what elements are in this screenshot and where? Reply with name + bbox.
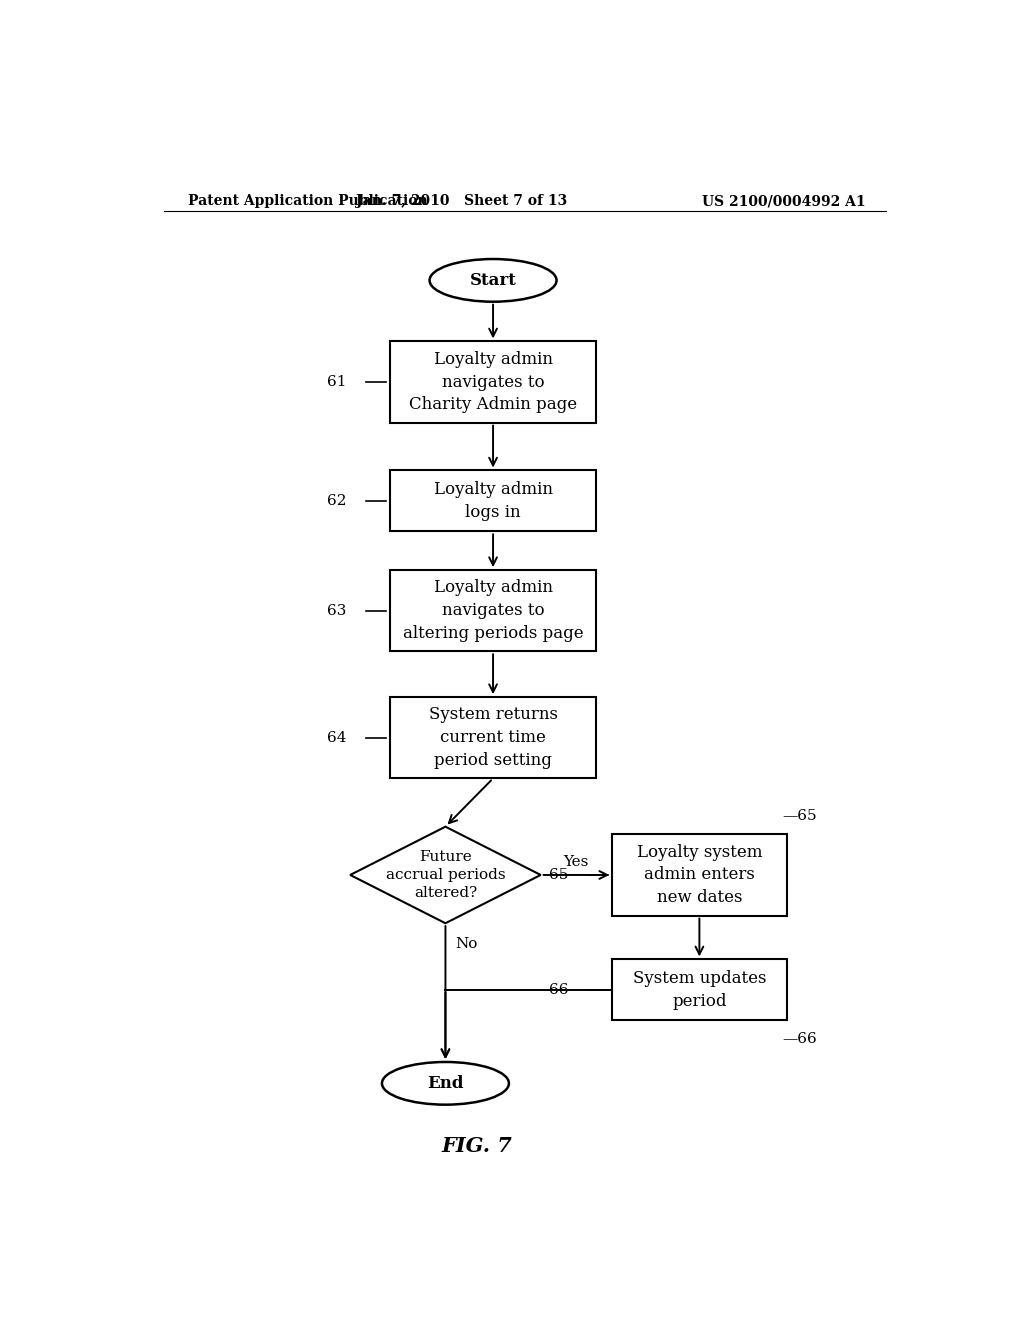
Ellipse shape [382,1063,509,1105]
Text: System returns
current time
period setting: System returns current time period setti… [429,706,557,770]
Polygon shape [350,826,541,923]
Text: Patent Application Publication: Patent Application Publication [187,194,427,209]
Text: Loyalty admin
logs in: Loyalty admin logs in [433,480,553,521]
Text: Loyalty system
admin enters
new dates: Loyalty system admin enters new dates [637,843,762,907]
Text: 64: 64 [327,731,346,744]
Text: System updates
period: System updates period [633,970,766,1010]
Bar [612,834,786,916]
Ellipse shape [430,259,557,302]
Text: 62: 62 [327,494,346,508]
Text: Jan. 7, 2010   Sheet 7 of 13: Jan. 7, 2010 Sheet 7 of 13 [355,194,567,209]
Text: 66: 66 [549,983,568,997]
Bar [390,570,596,651]
Text: Loyalty admin
navigates to
Charity Admin page: Loyalty admin navigates to Charity Admin… [409,351,578,413]
Text: 65: 65 [549,869,568,882]
Text: 63: 63 [327,603,346,618]
Text: —66: —66 [782,1032,817,1045]
Bar [612,960,786,1020]
Text: Future
accrual periods
altered?: Future accrual periods altered? [386,850,505,900]
Text: End: End [427,1074,464,1092]
Text: US 2100/0004992 A1: US 2100/0004992 A1 [702,194,866,209]
Text: —65: —65 [782,809,817,822]
Bar [390,470,596,532]
Bar [390,342,596,422]
Text: 61: 61 [327,375,346,389]
Text: Yes: Yes [563,855,589,869]
Text: FIG. 7: FIG. 7 [441,1137,513,1156]
Text: Start: Start [470,272,516,289]
Text: No: No [455,937,477,950]
Bar [390,697,596,779]
Text: Loyalty admin
navigates to
altering periods page: Loyalty admin navigates to altering peri… [402,579,584,642]
